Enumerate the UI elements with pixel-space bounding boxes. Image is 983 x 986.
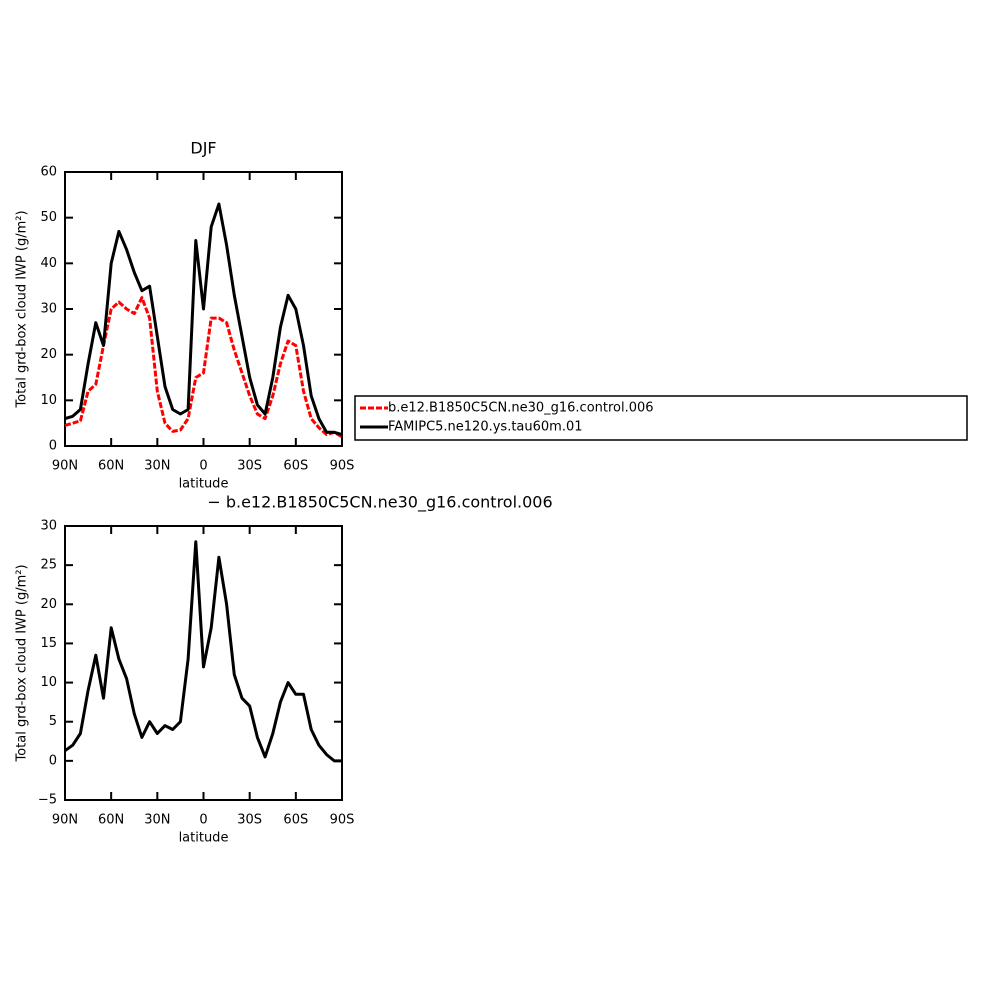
y-tick-label: 10 <box>40 393 57 408</box>
y-tick-label: 0 <box>49 439 57 454</box>
y-axis-label: Total grd-box cloud IWP (g/m²) <box>15 564 30 762</box>
y-tick-label: 15 <box>40 636 57 651</box>
series-line <box>64 540 342 763</box>
y-axis-label: Total grd-box cloud IWP (g/m²) <box>15 210 30 408</box>
y-tick-label: 40 <box>40 256 57 271</box>
y-tick-label: −5 <box>38 793 57 808</box>
x-tick-label: 90N <box>52 459 78 474</box>
x-tick-label: 30S <box>237 459 262 474</box>
x-axis-label: latitude <box>179 831 229 846</box>
x-tick-label: 60S <box>283 813 308 828</box>
x-tick-label: 90S <box>330 813 355 828</box>
series-line <box>64 296 343 439</box>
series-line <box>64 202 343 437</box>
x-axis-label: latitude <box>179 477 229 492</box>
legend-label: FAMIPC5.ne120.ys.tau60m.01 <box>388 420 583 435</box>
x-tick-label: 30S <box>237 813 262 828</box>
y-tick-label: 30 <box>40 519 57 534</box>
y-tick-label: 30 <box>40 302 57 317</box>
x-tick-label: 60S <box>283 459 308 474</box>
x-tick-label: 60N <box>98 459 124 474</box>
x-tick-label: 0 <box>199 459 207 474</box>
x-tick-label: 30N <box>144 813 170 828</box>
y-tick-label: 20 <box>40 597 57 612</box>
x-tick-label: 90S <box>330 459 355 474</box>
y-tick-label: 25 <box>40 558 57 573</box>
legend-label: b.e12.B1850C5CN.ne30_g16.control.006 <box>388 401 654 416</box>
chart-title: − b.e12.B1850C5CN.ne30_g16.control.006 <box>207 493 552 513</box>
y-tick-label: 60 <box>40 165 57 180</box>
y-tick-label: 5 <box>49 714 57 729</box>
y-tick-label: 10 <box>40 675 57 690</box>
y-tick-label: 20 <box>40 347 57 362</box>
x-tick-label: 60N <box>98 813 124 828</box>
x-tick-label: 0 <box>199 813 207 828</box>
legend-box <box>354 395 968 441</box>
x-tick-label: 30N <box>144 459 170 474</box>
y-tick-label: 0 <box>49 753 57 768</box>
y-tick-label: 50 <box>40 210 57 225</box>
chart-title: DJF <box>190 139 216 158</box>
x-tick-label: 90N <box>52 813 78 828</box>
